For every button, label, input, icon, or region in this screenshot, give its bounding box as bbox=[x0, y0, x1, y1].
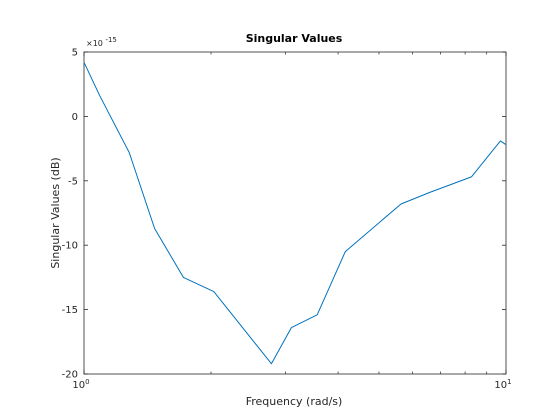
y-tick-label: -5 bbox=[68, 176, 78, 187]
y-tick-label: -10 bbox=[62, 241, 78, 252]
y-tick-label: 5 bbox=[72, 48, 78, 59]
y-tick-label: 0 bbox=[72, 112, 78, 123]
y-axis-multiplier-base: ×10 bbox=[86, 39, 103, 48]
y-axis-multiplier: ×10 -15 bbox=[86, 36, 117, 48]
axes-box bbox=[83, 51, 507, 375]
x-tick-label-exponent: 1 bbox=[507, 378, 511, 386]
y-axis-label: Singular Values (dB) bbox=[49, 157, 62, 268]
x-tick-label-exponent: 0 bbox=[85, 378, 89, 386]
x-tick-label: 100 bbox=[72, 378, 89, 391]
y-tick-label: -20 bbox=[62, 370, 78, 381]
y-axis-multiplier-exponent: -15 bbox=[105, 36, 116, 44]
singular-value-line bbox=[83, 62, 507, 365]
y-tick-label: -15 bbox=[62, 305, 78, 316]
x-tick-label-base: 10 bbox=[72, 380, 85, 391]
chart-title: Singular Values bbox=[246, 32, 343, 45]
x-tick-label: 101 bbox=[494, 378, 511, 391]
x-tick-label-base: 10 bbox=[494, 380, 507, 391]
x-axis-label: Frequency (rad/s) bbox=[246, 395, 343, 408]
